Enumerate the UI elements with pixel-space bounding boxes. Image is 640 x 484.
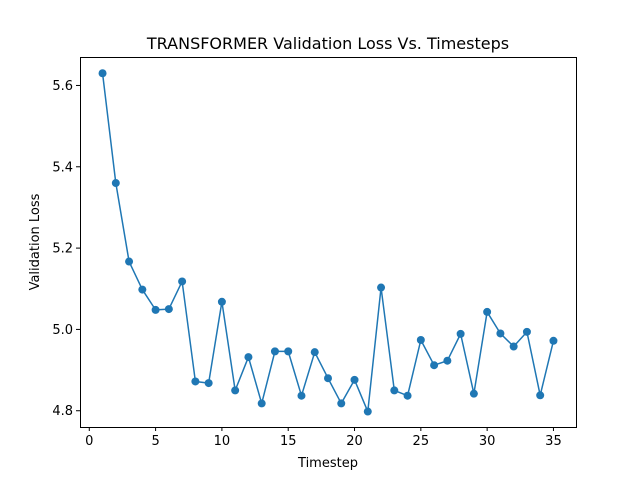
data-point (98, 69, 107, 78)
x-tick-label: 5 (151, 434, 159, 449)
data-point (111, 179, 120, 188)
x-tick-label: 30 (479, 434, 496, 449)
y-tick-label: 5.2 (52, 242, 73, 257)
y-tick-label: 5.0 (52, 323, 73, 338)
data-point (231, 386, 240, 395)
data-point (270, 347, 279, 356)
data-point (125, 257, 134, 266)
data-point (430, 361, 439, 370)
chart-title: TRANSFORMER Validation Loss Vs. Timestep… (146, 34, 509, 53)
y-tick-label: 4.8 (52, 404, 73, 419)
data-point (337, 399, 346, 408)
data-point (324, 374, 332, 383)
data-point (138, 285, 147, 294)
data-point (191, 377, 200, 386)
data-point (483, 307, 492, 316)
axes-frame (80, 57, 577, 428)
data-point (151, 305, 160, 314)
data-point (522, 327, 531, 336)
data-point (164, 305, 173, 314)
y-tick-label: 5.6 (52, 79, 73, 94)
data-point (217, 297, 226, 306)
x-tick-label: 0 (85, 434, 93, 449)
y-tick-label: 5.4 (52, 160, 73, 175)
data-point (350, 375, 359, 384)
x-axis-label: Timestep (297, 456, 358, 471)
data-point (257, 399, 266, 408)
data-point (390, 386, 399, 395)
x-tick-label: 35 (545, 434, 562, 449)
y-axis-label: Validation Loss (28, 193, 43, 290)
data-point (363, 407, 372, 416)
data-point (377, 283, 386, 292)
x-tick-label: 20 (346, 434, 363, 449)
plot-area (98, 69, 558, 416)
x-axis: 0 5 10 15 20 25 30 35 (85, 427, 562, 449)
data-point (284, 347, 293, 356)
data-point (469, 389, 478, 398)
data-point (244, 353, 253, 362)
x-tick-label: 25 (413, 434, 430, 449)
y-axis: 4.8 5.0 5.2 5.4 5.6 (52, 79, 80, 419)
data-point (403, 391, 412, 400)
data-point (549, 336, 558, 345)
data-point (297, 391, 306, 400)
data-point (496, 329, 505, 338)
x-tick-label: 15 (280, 434, 297, 449)
data-point (456, 329, 465, 338)
data-point (416, 335, 425, 344)
data-point (443, 356, 452, 365)
data-point (310, 348, 319, 357)
data-point (536, 391, 545, 400)
data-point (178, 277, 187, 286)
x-tick-label: 10 (214, 434, 231, 449)
data-point (204, 379, 213, 388)
data-point (509, 342, 518, 351)
